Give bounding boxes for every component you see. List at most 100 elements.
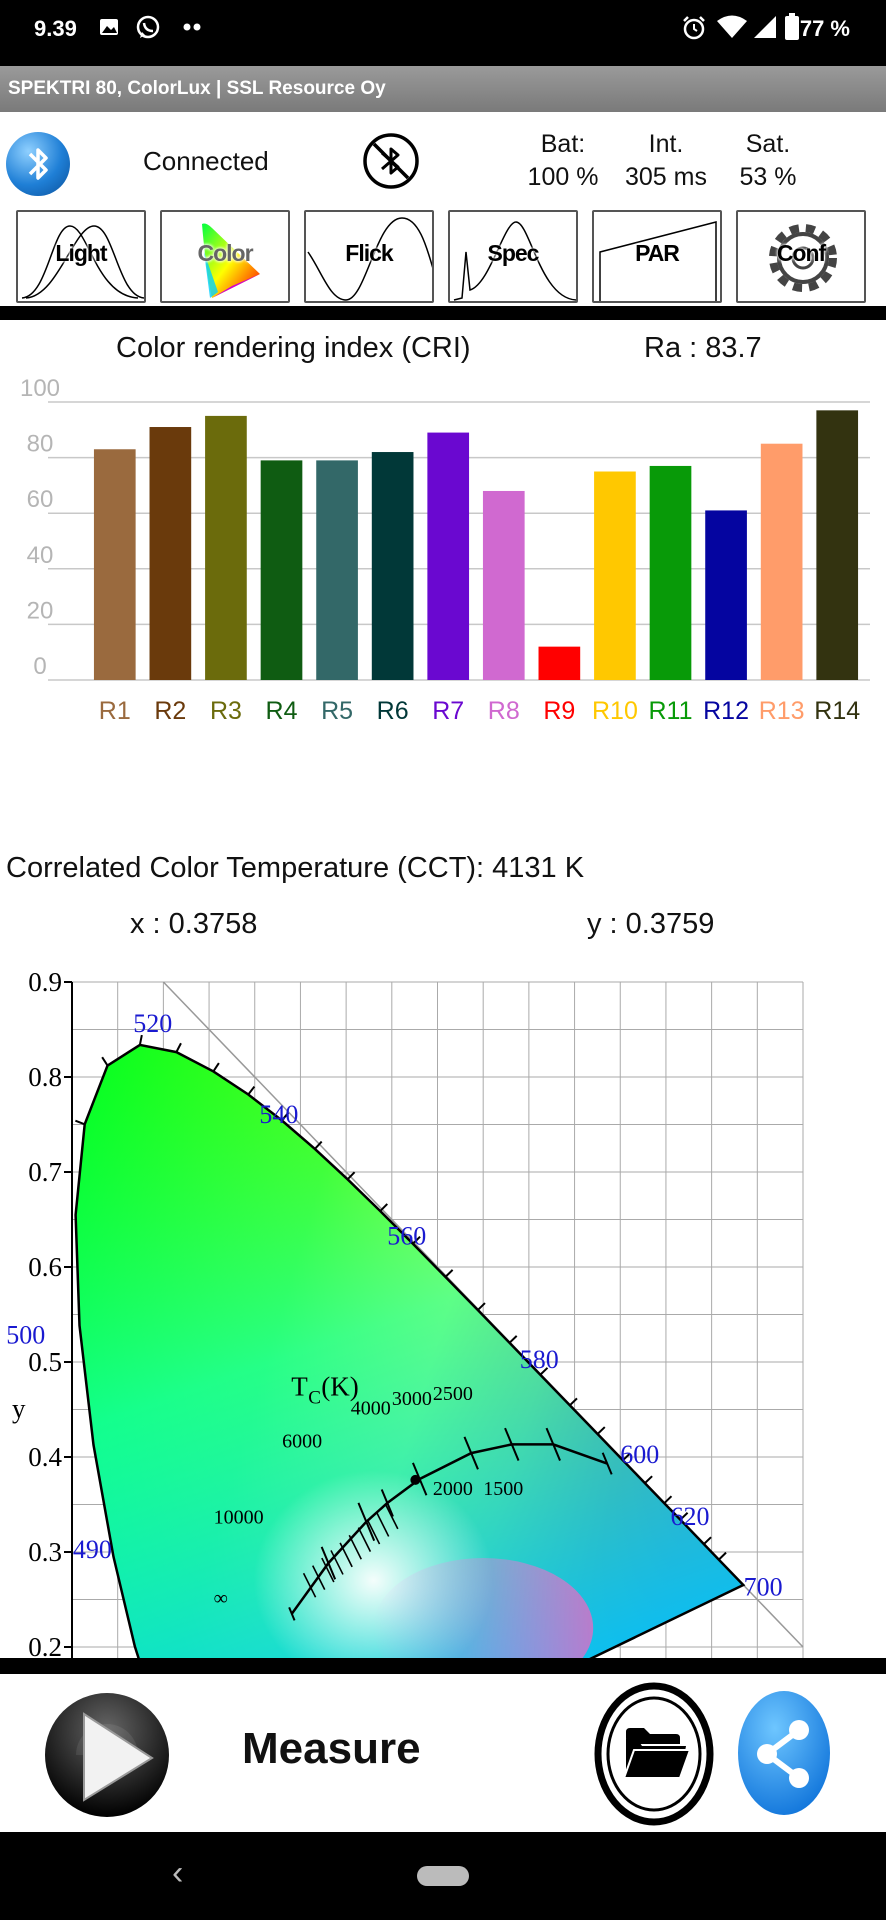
cie-locus-tick [622,1452,631,1462]
cie-locus-tick [212,1062,220,1072]
cri-ytick-label: 60 [27,486,54,513]
cri-ytick-label: 20 [27,597,54,624]
cie-locus-tick [281,1112,290,1122]
isotherm-label: 4000 [351,1397,391,1419]
cct-isotherm [357,1502,376,1542]
cie-locus-tick [314,1140,323,1150]
integration-stat-label: Int. [648,130,684,158]
cct-isotherm [380,1489,394,1517]
tab-conf[interactable]: Conf [736,210,866,303]
play-button[interactable] [44,1692,170,1818]
cie-purple-glow [373,1558,594,1658]
integration-stat: Int. 305 ms [616,128,716,194]
wavelength-label: 540 [259,1100,298,1129]
tab-color[interactable]: Color [160,210,290,303]
cri-ytick-label: 0 [33,653,46,680]
cie-locus-tick [175,1042,182,1053]
cri-bar-r9 [538,646,581,680]
cie-ytick-label: 0.4 [28,1442,62,1472]
wavelength-label: 520 [133,1009,172,1038]
share-button[interactable] [737,1690,831,1816]
cri-ytick-label: 100 [20,375,60,402]
cct-isotherm [504,1427,520,1461]
cie-locus-tick [138,1034,143,1046]
isotherm-label: 1500 [483,1478,523,1500]
back-icon[interactable]: ‹ [172,1854,184,1892]
signal-icon [754,16,776,38]
isotherm-label: 10000 [214,1507,264,1529]
system-navigation-bar: ‹ [0,1832,886,1920]
app-title-bar: SPEKTRI 80, ColorLux | SSL Resource Oy [0,66,886,112]
cri-xtick-label: R5 [321,697,353,725]
cct-isotherm [320,1546,337,1580]
cct-minor-tick [330,1550,344,1575]
open-folder-button[interactable] [594,1682,714,1826]
tab-flick-label: Flick [345,240,393,266]
cct-minor-tick [366,1519,381,1545]
cct-value: Correlated Color Temperature (CCT): 4131… [6,852,585,884]
measure-label[interactable]: Measure [242,1724,421,1773]
battery-percent: 77 % [799,16,850,41]
tab-par[interactable]: PAR [592,210,722,303]
cie-labels: 0.9 0.8 0.7 0.6 0.5 0.4 0.3 0.2 y 520 540 560 580 600… [6,967,782,1658]
home-pill-icon[interactable] [417,1866,469,1886]
wavelength-label: 620 [671,1502,710,1531]
spectral-locus [74,1034,746,1658]
cri-xtick-label: R11 [648,697,692,725]
battery-icon [785,13,799,40]
battery-stat-value: 100 % [527,163,599,191]
cri-bar-r13 [760,443,803,680]
chromaticity-x: x : 0.3758 [130,908,258,940]
battery-stat-label: Bat: [540,130,586,158]
cct-minor-tick [321,1557,335,1583]
cct-minor-tick [385,1504,399,1530]
cri-bar-r4 [260,460,303,680]
gear-icon [769,224,837,292]
cri-xtick-label: R12 [703,697,749,725]
cie-gamut-blue [75,1044,744,1658]
wifi-icon [717,15,747,38]
cri-xtick-label: R7 [432,697,464,725]
bottom-divider [0,1658,886,1674]
flicker-wave-icon [307,217,432,301]
whatsapp-icon [136,15,160,39]
cct-isotherm [545,1427,561,1461]
more-dots-icon [183,23,201,31]
cie-ytick-label: 0.7 [28,1157,62,1187]
tab-light[interactable]: Light [16,210,146,303]
cct-isotherm [601,1452,613,1475]
cri-xtick-label: R1 [99,697,131,725]
wavelength-label: 560 [387,1222,426,1251]
cct-minor-tick [357,1527,372,1553]
tab-light-label: Light [55,240,107,266]
mode-tabs: Light Color Flick Spec PAR [0,208,886,304]
cct-minor-tick [348,1534,362,1560]
cri-bar-r1 [93,449,136,680]
section-divider [0,306,886,320]
measured-chromaticity-point [410,1474,421,1485]
tab-spec[interactable]: Spec [448,210,578,303]
cri-bar-r2 [149,427,192,680]
cri-xtick-label: R8 [488,697,520,725]
cie-locus-tick [412,1236,421,1245]
cie-locus-tick [644,1475,653,1484]
wavelength-label: 500 [6,1321,45,1350]
bluetooth-disconnect-icon[interactable] [362,132,420,190]
wavelength-label: 600 [620,1440,659,1469]
cie-locus-tick [679,1512,689,1521]
cie-locus-tick [539,1367,549,1376]
wavelength-label: 700 [744,1572,783,1601]
cie-ytick-label: 0.5 [28,1347,62,1377]
cri-bar-r11 [649,465,692,680]
wavelength-label: 490 [73,1535,112,1564]
cct-minor-tick [311,1565,326,1591]
cie-locus-tick [444,1269,454,1278]
wavelength-label: 580 [520,1345,559,1374]
tab-flick[interactable]: Flick [304,210,434,303]
cri-xtick-label: R10 [592,697,638,725]
cie-locus-tick [477,1302,486,1311]
tc-subscript: C [308,1387,321,1408]
alarm-icon [683,16,705,40]
isotherm-label: ∞ [214,1587,228,1609]
bluetooth-icon[interactable] [6,132,70,196]
